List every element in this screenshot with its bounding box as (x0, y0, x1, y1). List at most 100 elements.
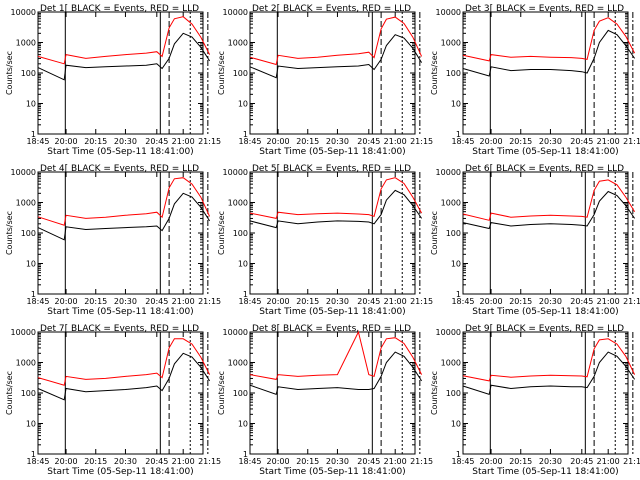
plot-frame (462, 11, 629, 135)
y-tick-label: 10 (26, 420, 36, 429)
plot-frame (249, 11, 416, 135)
y-tick-label: 10000 (11, 328, 36, 337)
y-tick-label: 10000 (223, 8, 248, 17)
x-tick-label: 20:00 (480, 297, 503, 306)
panel-title: Det 7[ BLACK = Events, RED = LLD (40, 324, 199, 334)
panel-title: Det 9[ BLACK = Events, RED = LLD (465, 324, 624, 334)
y-tick-label: 100 (233, 389, 248, 398)
series-events-line (249, 34, 423, 79)
x-tick-label: 18:45 (238, 457, 261, 466)
x-tick-label: 20:45 (145, 137, 168, 146)
series-events-line (462, 29, 636, 77)
x-axis-label: Start Time (05-Sep-11 18:41:00) (47, 467, 193, 477)
x-tick-label: 18:45 (26, 137, 49, 146)
x-tick-label: 20:30 (326, 297, 349, 306)
y-tick-label: 10 (238, 420, 248, 429)
x-tick-label: 21:00 (172, 297, 195, 306)
y-tick-label: 1000 (228, 199, 248, 208)
y-tick-label: 10000 (11, 8, 36, 17)
x-tick-label: 20:15 (84, 457, 107, 466)
detector-panel-8: Det 8[ BLACK = Events, RED = LLD 1 10 100 10… (217, 324, 433, 477)
x-tick-label: 20:45 (357, 137, 380, 146)
x-tick-label: 20:15 (296, 137, 319, 146)
plot-frame (37, 171, 204, 295)
x-tick-label: 21:00 (597, 457, 620, 466)
x-tick-label: 21:15 (410, 457, 433, 466)
x-tick-label: 20:30 (114, 457, 137, 466)
x-tick-label: 20:15 (509, 297, 532, 306)
y-tick-label: 1 (243, 290, 248, 299)
x-axis-label: Start Time (05-Sep-11 18:41:00) (472, 307, 618, 317)
x-tick-label: 20:30 (114, 297, 137, 306)
series-lld-line (249, 330, 423, 380)
x-tick-label: 20:45 (570, 137, 593, 146)
y-tick-label: 10 (451, 260, 461, 269)
y-tick-label: 10 (451, 420, 461, 429)
y-tick-label: 10 (238, 260, 248, 269)
series-lld-line (37, 177, 211, 226)
panel-title: Det 1[ BLACK = Events, RED = LLD (40, 4, 199, 14)
x-tick-label: 20:00 (55, 457, 78, 466)
x-tick-label: 21:15 (198, 297, 221, 306)
x-tick-label: 18:45 (238, 297, 261, 306)
x-tick-label: 20:00 (267, 297, 290, 306)
plot-frame (37, 11, 204, 135)
x-tick-label: 21:00 (597, 297, 620, 306)
x-tick-label: 20:00 (480, 457, 503, 466)
detector-panel-1: Det 1[ BLACK = Events, RED = LLD 1 10 100 10… (5, 4, 221, 157)
y-tick-label: 10 (238, 100, 248, 109)
panel-title: Det 6[ BLACK = Events, RED = LLD (465, 164, 624, 174)
x-tick-label: 21:00 (597, 137, 620, 146)
y-tick-label: 10000 (11, 168, 36, 177)
x-tick-label: 20:45 (357, 457, 380, 466)
y-tick-label: 1 (243, 130, 248, 139)
x-tick-label: 20:30 (114, 137, 137, 146)
x-tick-label: 21:00 (172, 457, 195, 466)
x-tick-label: 20:15 (84, 137, 107, 146)
series-lld-line (249, 16, 423, 66)
plot-frame (37, 331, 204, 455)
x-tick-label: 20:45 (145, 297, 168, 306)
x-tick-label: 18:45 (451, 137, 474, 146)
x-tick-label: 21:00 (384, 297, 407, 306)
y-axis-label: Counts/sec (217, 371, 226, 415)
x-tick-label: 21:15 (623, 457, 640, 466)
x-tick-label: 18:45 (26, 297, 49, 306)
y-tick-label: 1000 (441, 199, 461, 208)
y-tick-label: 100 (21, 69, 36, 78)
y-tick-label: 1000 (16, 199, 36, 208)
y-tick-label: 1000 (16, 359, 36, 368)
y-tick-label: 10000 (223, 328, 248, 337)
series-events-line (37, 192, 211, 241)
detector-panel-7: Det 7[ BLACK = Events, RED = LLD 1 10 100 10… (5, 324, 221, 477)
panel-title: Det 8[ BLACK = Events, RED = LLD (252, 324, 411, 334)
series-events-line (249, 351, 423, 396)
y-tick-label: 1 (456, 450, 461, 459)
x-tick-label: 20:15 (509, 137, 532, 146)
detector-panel-4: Det 4[ BLACK = Events, RED = LLD 1 10 100 10… (5, 164, 221, 317)
detector-panel-5: Det 5[ BLACK = Events, RED = LLD 1 10 100 10… (217, 164, 433, 317)
series-lld-line (462, 17, 636, 62)
x-tick-label: 20:15 (509, 457, 532, 466)
x-tick-label: 18:45 (451, 457, 474, 466)
y-tick-label: 10 (26, 260, 36, 269)
y-tick-label: 1 (31, 130, 36, 139)
x-tick-label: 21:00 (384, 137, 407, 146)
y-tick-label: 100 (446, 69, 461, 78)
y-tick-label: 10 (451, 100, 461, 109)
x-tick-label: 20:45 (145, 457, 168, 466)
y-tick-label: 10000 (436, 328, 461, 337)
y-axis-label: Counts/sec (5, 371, 14, 415)
x-tick-label: 20:45 (357, 297, 380, 306)
y-tick-label: 100 (21, 389, 36, 398)
y-tick-label: 10000 (436, 8, 461, 17)
series-events-line (462, 351, 636, 396)
y-tick-label: 1 (31, 450, 36, 459)
y-tick-label: 1000 (441, 39, 461, 48)
y-tick-label: 1 (31, 290, 36, 299)
x-tick-label: 21:15 (410, 297, 433, 306)
y-tick-label: 100 (21, 229, 36, 238)
x-tick-label: 20:00 (55, 297, 78, 306)
